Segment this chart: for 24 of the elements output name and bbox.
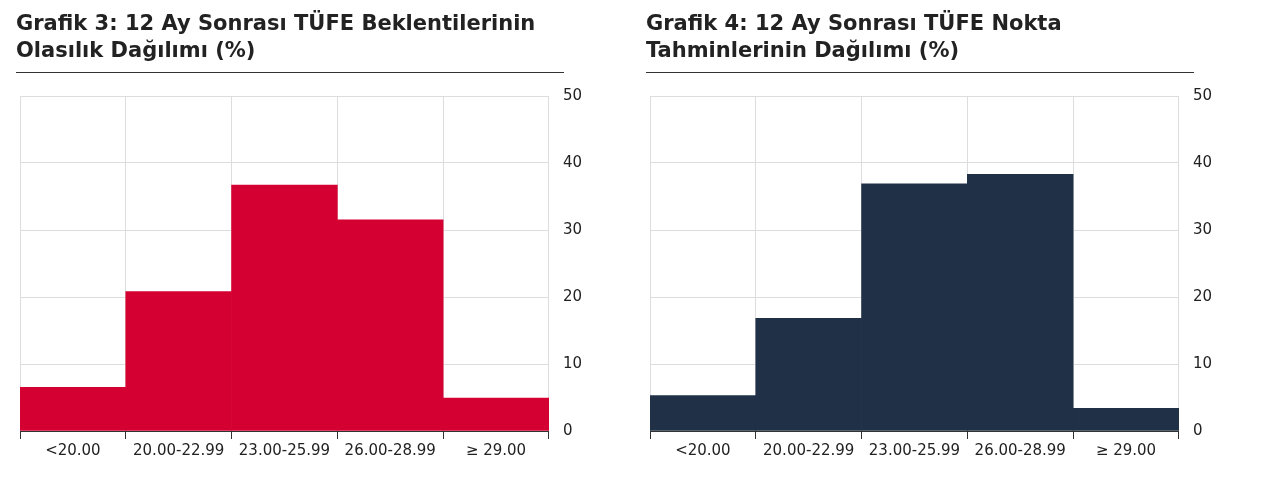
y-tick-label: 50 [562,85,583,104]
y-tick-label: 40 [1192,152,1213,171]
x-tick-label: 20.00-22.99 [763,440,855,459]
chart-title: Grafik 4: 12 Ay Sonrası TÜFE Nokta Tahminlerinin Dağılımı (%) [646,10,1194,73]
y-tick-label: 50 [1192,85,1213,104]
chart-title: Grafik 3: 12 Ay Sonrası TÜFE Beklentilerinin Olasılık Dağılımı (%) [16,10,564,73]
y-tick-label: 30 [562,219,583,238]
y-tick-label: 20 [1192,286,1213,305]
y-tick-label: 10 [1192,353,1213,372]
x-tick-label: 26.00-28.99 [344,440,436,459]
y-tick-label: 0 [1192,420,1203,439]
y-tick-label: 20 [562,286,583,305]
x-tick-label: <20.00 [675,440,731,459]
y-tick-label: 30 [1192,219,1213,238]
x-tick-label: <20.00 [45,440,101,459]
x-tick-label: 20.00-22.99 [133,440,225,459]
x-tick-label: ≥ 29.00 [1095,440,1157,459]
y-tick-label: 10 [562,353,583,372]
x-tick-label: 26.00-28.99 [974,440,1066,459]
x-tick-label: ≥ 29.00 [465,440,527,459]
y-tick-label: 0 [562,420,573,439]
y-tick-label: 40 [562,152,583,171]
x-tick-label: 23.00-25.99 [868,440,961,459]
x-tick-label: 23.00-25.99 [238,440,331,459]
